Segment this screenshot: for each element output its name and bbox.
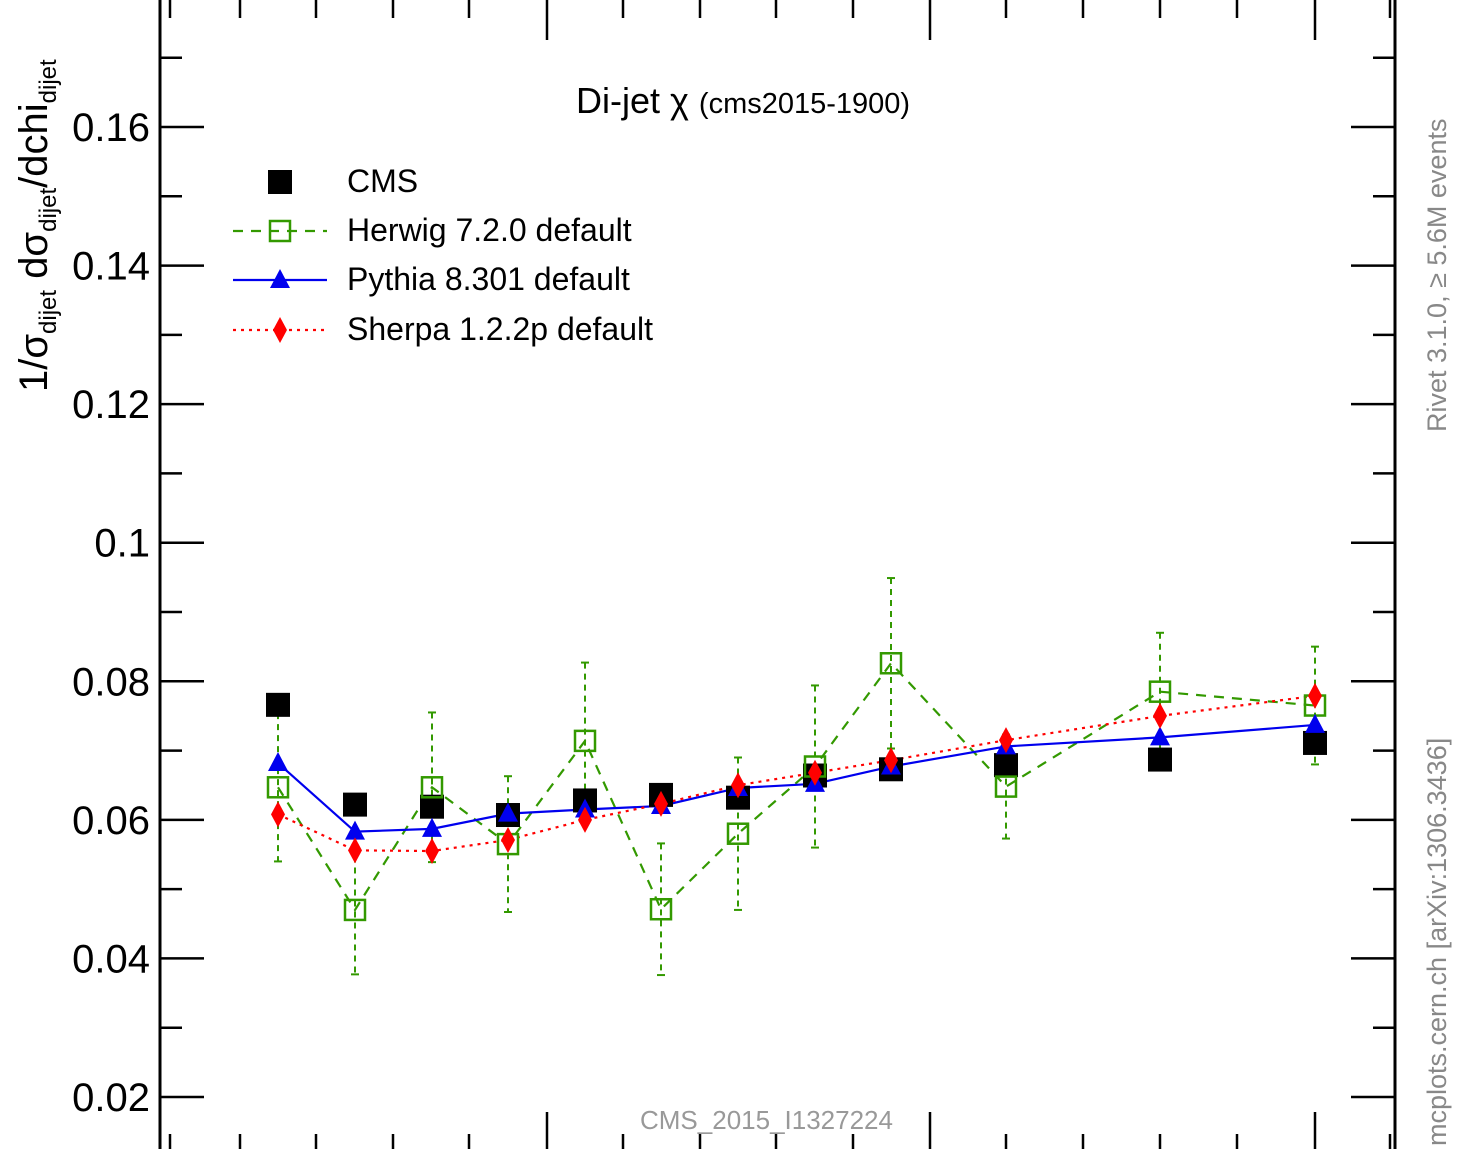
chart-title: Di-jet χ (cms2015-1900) — [576, 80, 910, 122]
series-lines — [277, 661, 1316, 912]
data-point-2 — [268, 752, 288, 772]
y-tick-label: 0.06 — [72, 799, 150, 843]
data-point-0 — [1148, 747, 1172, 772]
ylabel-part-c: /dchi — [12, 103, 56, 188]
chart-title-sub: (cms2015-1900) — [698, 88, 911, 120]
axis-ticks — [160, 0, 1395, 1149]
ylabel-sub-c: dijet — [35, 59, 62, 104]
ylabel-part-b: dσ — [12, 231, 56, 290]
data-point-3 — [654, 790, 668, 817]
y-tick-label: 0.16 — [72, 106, 150, 150]
data-point-3 — [425, 838, 439, 865]
data-point-0 — [994, 753, 1018, 778]
y-tick-label: 0.14 — [72, 245, 150, 289]
data-point-1 — [649, 897, 673, 921]
data-point-3 — [999, 727, 1013, 754]
y-tick-label: 0.02 — [72, 1076, 150, 1120]
data-point-1 — [726, 822, 750, 845]
legend-marker-2 — [270, 269, 290, 288]
data-point-3 — [731, 772, 745, 799]
data-point-1 — [573, 729, 597, 753]
legend-marker-3 — [273, 317, 287, 343]
y-axis-label: 1/σdijet dσdijet/dchidijet — [12, 59, 63, 392]
data-point-2 — [1305, 713, 1325, 733]
data-point-3 — [884, 747, 898, 774]
legend-marker-0 — [268, 170, 292, 194]
series-line-2 — [277, 723, 1316, 833]
ylabel-sub-a: dijet — [35, 289, 62, 334]
legend-marker-1 — [268, 219, 292, 243]
data-point-0 — [266, 692, 290, 717]
data-point-3 — [578, 806, 592, 833]
data-point-3 — [348, 837, 362, 864]
data-point-3 — [1153, 702, 1167, 729]
ylabel-part-a: 1/σ — [12, 333, 56, 392]
legend-entry-pythia: Pythia 8.301 default — [347, 261, 630, 297]
data-point-3 — [501, 826, 515, 853]
data-point-1 — [343, 898, 367, 922]
data-point-2 — [1150, 726, 1170, 746]
data-point-3 — [808, 759, 822, 786]
chart-title-main: Di-jet χ — [576, 80, 689, 121]
data-point-3 — [1308, 682, 1322, 709]
data-point-0 — [1303, 730, 1327, 755]
series-markers — [266, 652, 1327, 922]
data-point-2 — [422, 817, 442, 837]
ylabel-sub-b: dijet — [35, 187, 62, 232]
data-point-1 — [994, 775, 1018, 798]
legend-markers — [233, 170, 327, 343]
data-point-0 — [343, 792, 367, 817]
data-point-2 — [345, 820, 365, 840]
legend-entry-cms: CMS — [347, 163, 419, 199]
y-tick-labels: 0.02 0.04 0.06 0.08 0.1 0.12 0.14 0.16 — [72, 106, 150, 1120]
analysis-watermark: CMS_2015_I1327224 — [640, 1105, 893, 1135]
y-tick-label: 0.1 — [94, 522, 150, 566]
data-point-0 — [420, 794, 444, 819]
legend-entry-herwig: Herwig 7.2.0 default — [347, 212, 632, 248]
legend-entry-sherpa: Sherpa 1.2.2p default — [347, 311, 654, 347]
data-point-1 — [879, 652, 903, 675]
y-tick-label: 0.12 — [72, 383, 150, 427]
data-point-3 — [271, 801, 285, 828]
data-point-1 — [266, 776, 290, 799]
y-tick-label: 0.08 — [72, 660, 150, 704]
y-tick-label: 0.04 — [72, 937, 150, 981]
data-point-1 — [420, 776, 444, 799]
plot-frame — [158, 0, 1397, 1149]
data-point-1 — [1148, 680, 1172, 703]
data-point-2 — [498, 802, 518, 822]
mcplots-label: mcplots.cern.ch [arXiv:1306.3436] — [1422, 737, 1452, 1146]
rivet-version-label: Rivet 3.1.0, ≥ 5.6M events — [1422, 118, 1452, 432]
